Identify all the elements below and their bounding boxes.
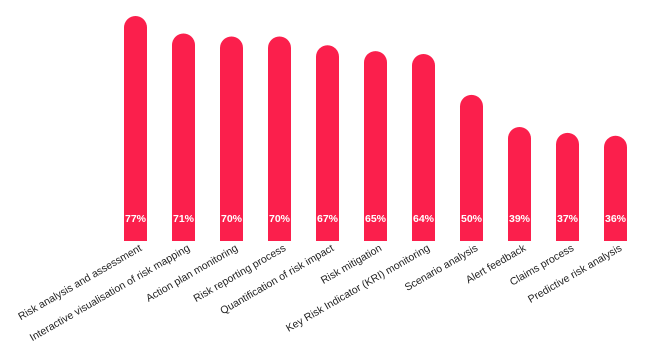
bar-value-label: 64%: [413, 213, 435, 225]
category-labels-group: Risk analysis and assessmentInteractive …: [16, 242, 624, 344]
value-labels-group: 77% 71% 70% 70% 67% 65% 64% 50% 39% 37% 36%: [125, 213, 627, 225]
bar-value-label: 77%: [125, 213, 147, 225]
bar: [460, 94, 483, 241]
bar: [268, 36, 291, 241]
bar: [220, 36, 243, 241]
bar: [172, 33, 195, 241]
bar: [316, 45, 339, 242]
bar: [412, 53, 435, 242]
bar-value-label: 36%: [605, 213, 627, 225]
bar: [364, 51, 387, 241]
bar-value-label: 39%: [509, 213, 531, 225]
bar-value-label: 70%: [269, 213, 291, 225]
bar-value-label: 65%: [365, 213, 387, 225]
bar-value-label: 70%: [221, 213, 243, 225]
bar-value-label: 37%: [557, 213, 579, 225]
bar: [556, 132, 579, 241]
bar: [124, 16, 147, 242]
bar: [508, 127, 531, 241]
bar-value-label: 67%: [317, 213, 339, 225]
bars-group: [124, 16, 627, 242]
bar: [604, 135, 627, 241]
bar-value-label: 71%: [173, 213, 195, 225]
bar-value-label: 50%: [461, 213, 483, 225]
